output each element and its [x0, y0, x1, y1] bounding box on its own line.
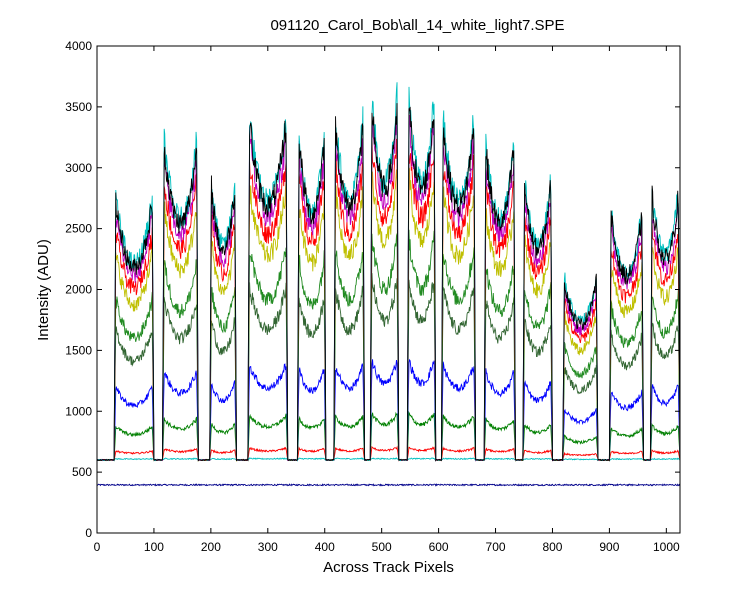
- series-line-0: [96, 483, 681, 487]
- y-tick-label: 3500: [65, 100, 92, 114]
- y-tick-label: 3000: [65, 161, 92, 175]
- series-line-11: [96, 103, 681, 462]
- series-line-1: [96, 457, 681, 462]
- y-tick-label: 2000: [65, 283, 92, 297]
- y-tick-label: 2500: [65, 222, 92, 236]
- y-tick-label: 4000: [65, 39, 92, 53]
- y-tick-label: 1500: [65, 343, 92, 357]
- x-axis-label: Across Track Pixels: [323, 559, 454, 576]
- series-line-7: [96, 167, 681, 462]
- y-tick-label: 500: [72, 465, 92, 479]
- x-tick-label: 400: [315, 540, 335, 554]
- x-tick-label: 200: [201, 540, 221, 554]
- x-tick-label: 300: [258, 540, 278, 554]
- series-line-4: [96, 358, 681, 462]
- series-line-2: [96, 445, 681, 462]
- x-tick-label: 1000: [653, 540, 680, 554]
- series-line-5: [96, 273, 681, 462]
- series-layer: [96, 82, 681, 487]
- series-line-8: [96, 135, 681, 462]
- x-ticks: 0 100 200 300 400 500 600 700 800 900 1000: [94, 46, 680, 554]
- y-axis-label: Intensity (ADU): [35, 239, 52, 341]
- x-tick-label: 700: [486, 540, 506, 554]
- x-tick-label: 100: [144, 540, 164, 554]
- series-line-3: [96, 410, 681, 462]
- x-tick-label: 500: [372, 540, 392, 554]
- y-ticks: 0 500 1000 1500 2000 2500 3000 3500 4000: [65, 39, 680, 540]
- chart-title: 091120_Carol_Bob\all_14_white_light7.SPE: [270, 17, 565, 34]
- x-tick-label: 600: [429, 540, 449, 554]
- series-line-10: [96, 82, 681, 462]
- x-tick-label: 800: [542, 540, 562, 554]
- y-tick-label: 1000: [65, 404, 92, 418]
- x-tick-label: 900: [599, 540, 619, 554]
- x-tick-label: 0: [94, 540, 101, 554]
- plot-area: [97, 46, 680, 533]
- series-line-6: [96, 229, 681, 462]
- y-tick-label: 0: [85, 526, 92, 540]
